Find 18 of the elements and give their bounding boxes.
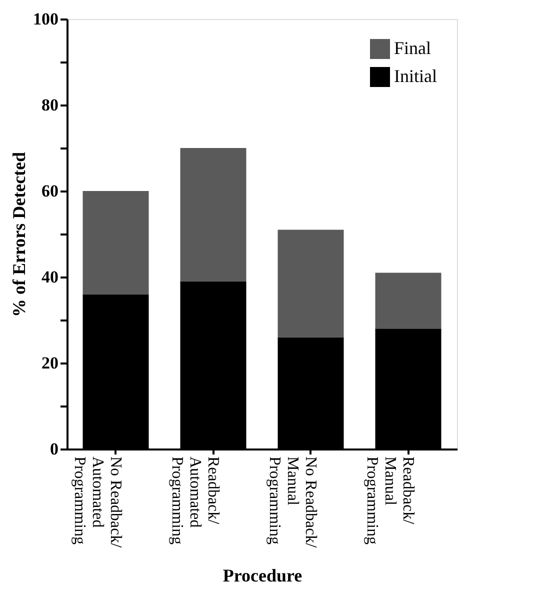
bar [278, 230, 344, 338]
bar [180, 148, 246, 282]
y-tick-label: 20 [42, 354, 58, 372]
y-axis-title: % of Errors Detected [9, 152, 29, 318]
y-tick-label: 40 [42, 268, 58, 286]
x-tick-label: Readback/ Manual Programming [363, 456, 416, 544]
bar [82, 191, 149, 294]
x-axis-title: Procedure [222, 566, 302, 586]
legend-label: Final [394, 38, 432, 58]
y-tick-label: 100 [33, 10, 58, 28]
bar [375, 272, 442, 329]
y-tick-label: 60 [42, 182, 58, 200]
y-tick-label: 80 [42, 96, 58, 114]
x-tick-label: No Readback/ Manual Programming [266, 456, 319, 548]
x-tick-label: Readback/ Automated Programming [168, 456, 222, 544]
y-tick-label: 0 [50, 440, 58, 458]
legend-label: Initial [394, 66, 437, 86]
x-tick-label: No Readback/ Automated Programming [70, 456, 124, 548]
